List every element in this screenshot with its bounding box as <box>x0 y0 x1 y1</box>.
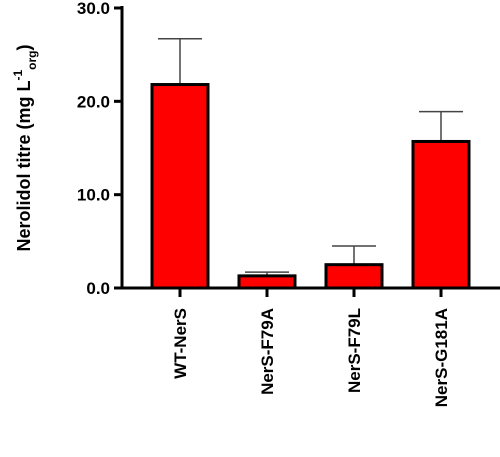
y-axis-title-main: Nerolidol titre (mg L <box>14 81 34 252</box>
x-category-labels: WT-NerS NerS-F79A NerS-F79L NerS-G181A <box>171 288 451 407</box>
y-axis-title-sub: org <box>25 50 39 69</box>
y-tick-label: 0.0 <box>86 279 110 298</box>
y-axis-title-close: ) <box>14 44 34 50</box>
x-category-label: WT-NerS <box>171 308 190 379</box>
bar-WT-NerS <box>150 83 210 290</box>
y-tick-label: 10.0 <box>77 186 110 205</box>
bar-NerS-F79A <box>237 274 297 290</box>
y-tick-label: 30.0 <box>77 0 110 18</box>
y-axis-title: Nerolidol titre (mg L-1org) <box>11 44 39 251</box>
bar-NerS-G181A <box>411 139 471 290</box>
y-axis-title-sup: -1 <box>11 70 25 81</box>
bars <box>150 83 471 290</box>
x-category-label: NerS-F79A <box>258 308 277 395</box>
axes <box>120 6 500 290</box>
y-ticks: 0.0 10.0 20.0 30.0 <box>77 0 122 298</box>
x-category-label: NerS-G181A <box>432 308 451 407</box>
bar-NerS-F79L <box>324 263 384 290</box>
y-tick-label: 20.0 <box>77 92 110 111</box>
error-bars <box>158 38 463 276</box>
x-category-label: NerS-F79L <box>345 308 364 393</box>
